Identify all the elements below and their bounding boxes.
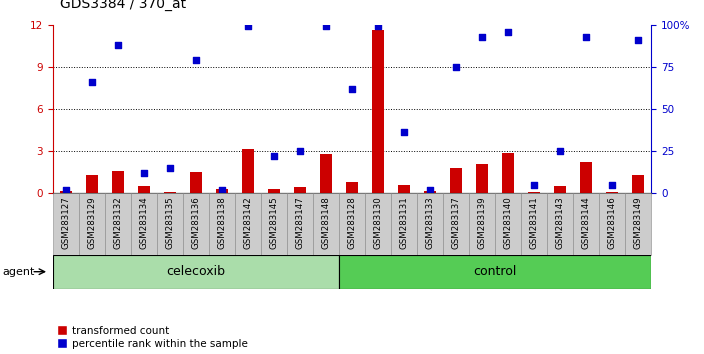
Point bbox=[425, 187, 436, 193]
Text: GSM283141: GSM283141 bbox=[529, 196, 539, 249]
Bar bbox=[339, 255, 651, 289]
Point bbox=[607, 182, 618, 187]
Bar bbox=[105, 193, 131, 255]
Point bbox=[242, 24, 253, 29]
Bar bbox=[242, 149, 253, 193]
Bar bbox=[521, 193, 547, 255]
Bar bbox=[164, 192, 176, 193]
Point bbox=[60, 187, 71, 193]
Point bbox=[581, 34, 592, 39]
Bar bbox=[495, 193, 521, 255]
Bar bbox=[365, 193, 391, 255]
Bar bbox=[320, 154, 332, 193]
Text: GSM283145: GSM283145 bbox=[270, 196, 279, 249]
Point bbox=[190, 57, 201, 63]
Bar bbox=[86, 175, 98, 193]
Point bbox=[398, 130, 410, 135]
Bar bbox=[606, 192, 618, 193]
Text: GSM283149: GSM283149 bbox=[634, 196, 643, 249]
Point bbox=[138, 170, 149, 176]
Point bbox=[320, 24, 332, 29]
Bar bbox=[554, 186, 566, 193]
Bar bbox=[580, 162, 592, 193]
Text: GSM283129: GSM283129 bbox=[87, 196, 96, 249]
Point bbox=[164, 165, 175, 171]
Bar bbox=[417, 193, 443, 255]
Text: GSM283147: GSM283147 bbox=[296, 196, 304, 249]
Bar bbox=[476, 164, 488, 193]
Text: GSM283143: GSM283143 bbox=[555, 196, 565, 249]
Bar bbox=[391, 193, 417, 255]
Text: celecoxib: celecoxib bbox=[166, 265, 225, 278]
Bar bbox=[502, 153, 514, 193]
Point bbox=[294, 148, 306, 154]
Bar bbox=[547, 193, 573, 255]
Text: control: control bbox=[473, 265, 517, 278]
Bar bbox=[268, 189, 279, 193]
Text: GSM283139: GSM283139 bbox=[477, 196, 486, 249]
Text: GSM283138: GSM283138 bbox=[218, 196, 227, 249]
Bar bbox=[138, 186, 150, 193]
Point bbox=[268, 153, 279, 159]
Text: GSM283136: GSM283136 bbox=[191, 196, 201, 249]
Bar bbox=[190, 172, 202, 193]
Bar bbox=[216, 189, 228, 193]
Point bbox=[216, 187, 227, 193]
Bar bbox=[287, 193, 313, 255]
Bar bbox=[60, 191, 72, 193]
Bar bbox=[451, 168, 462, 193]
Bar bbox=[112, 171, 124, 193]
Bar bbox=[398, 184, 410, 193]
Text: GSM283130: GSM283130 bbox=[374, 196, 382, 249]
Bar bbox=[372, 30, 384, 193]
Text: GSM283140: GSM283140 bbox=[503, 196, 513, 249]
Bar bbox=[632, 175, 644, 193]
Text: GSM283144: GSM283144 bbox=[582, 196, 591, 249]
Text: GSM283146: GSM283146 bbox=[608, 196, 617, 249]
Text: GSM283137: GSM283137 bbox=[451, 196, 460, 249]
Point bbox=[503, 29, 514, 34]
Text: GSM283133: GSM283133 bbox=[425, 196, 434, 249]
Point bbox=[477, 34, 488, 39]
Text: agent: agent bbox=[2, 267, 34, 277]
Bar bbox=[625, 193, 651, 255]
Text: GSM283135: GSM283135 bbox=[165, 196, 175, 249]
Text: GSM283127: GSM283127 bbox=[61, 196, 70, 249]
Bar bbox=[528, 192, 540, 193]
Bar bbox=[157, 193, 183, 255]
Text: GSM283148: GSM283148 bbox=[322, 196, 330, 249]
Bar bbox=[183, 193, 209, 255]
Text: GSM283142: GSM283142 bbox=[244, 196, 253, 249]
Text: GSM283128: GSM283128 bbox=[348, 196, 356, 249]
Bar bbox=[53, 193, 79, 255]
Bar bbox=[443, 193, 469, 255]
Bar bbox=[131, 193, 157, 255]
Legend: transformed count, percentile rank within the sample: transformed count, percentile rank withi… bbox=[58, 326, 247, 349]
Bar bbox=[235, 193, 261, 255]
Point bbox=[112, 42, 123, 48]
Bar bbox=[79, 193, 105, 255]
Text: GSM283132: GSM283132 bbox=[113, 196, 122, 249]
Bar bbox=[261, 193, 287, 255]
Point bbox=[633, 37, 644, 43]
Point bbox=[86, 79, 97, 85]
Bar bbox=[346, 182, 358, 193]
Bar bbox=[425, 191, 436, 193]
Bar bbox=[313, 193, 339, 255]
Text: GSM283134: GSM283134 bbox=[139, 196, 149, 249]
Bar bbox=[599, 193, 625, 255]
Point bbox=[346, 86, 358, 92]
Point bbox=[529, 182, 540, 187]
Bar bbox=[469, 193, 495, 255]
Bar bbox=[339, 193, 365, 255]
Text: GSM283131: GSM283131 bbox=[400, 196, 408, 249]
Point bbox=[451, 64, 462, 70]
Bar bbox=[294, 187, 306, 193]
Bar bbox=[209, 193, 235, 255]
Text: GDS3384 / 370_at: GDS3384 / 370_at bbox=[60, 0, 186, 11]
Point bbox=[372, 24, 384, 29]
Bar bbox=[53, 255, 339, 289]
Bar bbox=[573, 193, 599, 255]
Point bbox=[555, 148, 566, 154]
